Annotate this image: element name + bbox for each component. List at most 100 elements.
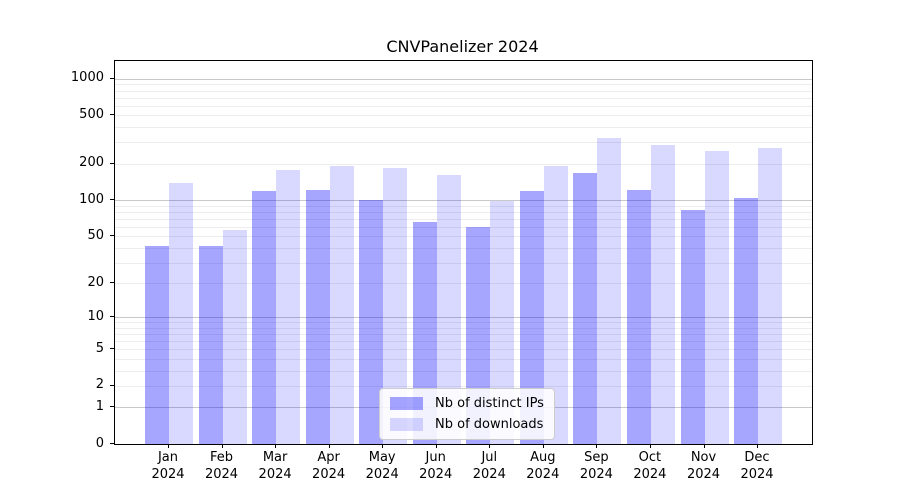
chart-title: CNVPanelizer 2024 [386,37,539,56]
x-tick-year-label: 2024 [579,467,613,482]
plot-area: Nb of distinct IPs Nb of downloads [114,60,813,445]
x-tick-mark [221,444,223,448]
x-tick-year-label: 2024 [633,467,667,482]
minor-gridline [115,334,812,336]
legend-swatch-downloads [390,418,423,431]
minor-gridline [115,262,812,264]
y-tick-mark [110,162,114,164]
legend-item-downloads: Nb of downloads [390,417,544,432]
minor-gridline [115,370,812,372]
x-tick-year-label: 2024 [740,467,774,482]
minor-gridline [115,322,812,324]
minor-gridline [115,205,812,207]
x-tick-mark [168,444,169,448]
y-tick-label: 20 [87,274,104,290]
y-tick-mark [110,114,114,116]
minor-gridline [115,327,812,329]
minor-gridline [115,211,812,213]
minor-gridline [115,247,812,249]
y-tick-label: 2 [95,377,104,393]
x-tick-label: May 2024 [352,449,412,483]
bar-downloads-mar [276,169,301,444]
minor-gridline [115,236,812,238]
y-tick-label: 1 [95,398,104,414]
legend: Nb of distinct IPs Nb of downloads [379,388,555,440]
x-tick-label: Oct 2024 [620,449,680,483]
x-tick-mark [757,444,758,448]
bar-downloads-sep [597,138,622,444]
x-tick-label: Jul 2024 [459,449,519,483]
y-tick-label: 200 [79,155,104,171]
bar-downloads-nov [704,151,729,444]
major-gridline [115,317,812,319]
x-tick-year-label: 2024 [365,467,399,482]
bar-distinct-ips-dec [734,198,758,444]
bar-downloads-apr [329,165,354,444]
bar-distinct-ips-jan [145,246,169,444]
x-tick-year-label: 2024 [686,467,721,482]
y-tick-label: 0 [95,435,104,451]
minor-gridline [115,115,812,117]
x-tick-label: Nov 2024 [674,449,734,483]
minor-gridline [115,385,812,387]
minor-gridline [115,105,812,107]
y-tick-mark [110,348,114,350]
x-tick-year-label: 2024 [472,467,506,482]
y-tick-mark [110,282,114,284]
major-gridline [115,200,812,201]
x-tick-mark [596,444,598,448]
x-tick-label: Jun 2024 [406,449,466,483]
y-tick-label: 500 [79,106,104,122]
x-tick-mark [489,444,491,448]
x-tick-label: Aug 2024 [513,449,573,483]
bar-distinct-ips-nov [680,209,705,444]
bar-distinct-ips-mar [252,191,277,444]
legend-item-distinct-ips: Nb of distinct IPs [390,396,544,411]
y-tick-mark [110,77,114,79]
bar-downloads-oct [650,144,675,444]
x-tick-mark [435,444,437,448]
x-tick-mark [382,444,384,448]
x-tick-mark [542,444,544,448]
x-tick-year-label: 2024 [419,467,453,482]
y-tick-mark [110,316,114,318]
minor-gridline [115,90,812,92]
x-tick-mark [703,444,705,448]
y-tick-mark [110,384,114,386]
minor-gridline [115,142,812,144]
minor-gridline [115,226,812,228]
bar-downloads-jan [169,183,193,444]
x-tick-mark [328,444,330,448]
major-gridline [115,78,812,80]
bar-distinct-ips-feb [198,246,223,444]
x-tick-year-label: 2024 [204,467,239,482]
minor-gridline [115,97,812,99]
bar-distinct-ips-apr [305,189,330,444]
legend-swatch-distinct-ips [390,397,423,410]
bar-downloads-feb [222,230,247,444]
x-tick-label: Mar 2024 [245,449,305,483]
x-tick-label: Sep 2024 [566,449,626,483]
x-tick-year-label: 2024 [258,467,292,482]
minor-gridline [115,163,812,165]
x-tick-label: Apr 2024 [299,449,359,483]
bar-distinct-ips-sep [573,172,598,444]
x-tick-label: Jan 2024 [138,449,198,483]
y-tick-label: 10 [87,308,104,324]
minor-gridline [115,283,812,285]
x-tick-year-label: 2024 [312,467,346,482]
y-tick-mark [110,406,114,408]
y-tick-label: 1000 [70,70,104,86]
minor-gridline [115,84,812,86]
x-tick-mark [649,444,651,448]
y-tick-mark [110,443,114,444]
y-tick-label: 50 [87,227,104,243]
minor-gridline [115,349,812,351]
x-tick-mark [275,444,277,448]
y-tick-label: 5 [95,340,104,356]
bar-downloads-dec [758,148,782,444]
x-tick-year-label: 2024 [151,467,185,482]
y-tick-label: 100 [79,191,104,207]
minor-gridline [115,341,812,343]
